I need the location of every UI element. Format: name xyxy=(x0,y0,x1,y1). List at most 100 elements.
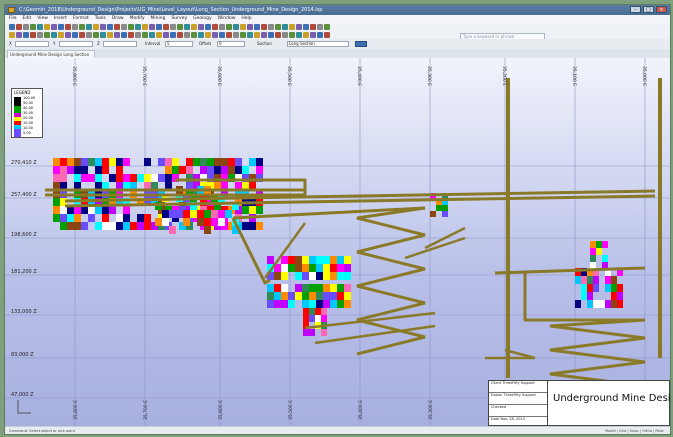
toolbar-tool-icon[interactable] xyxy=(65,24,71,30)
toolbar-tool-icon[interactable] xyxy=(303,24,309,30)
toolbar-tool-icon[interactable] xyxy=(107,24,113,30)
toolbar-tool-icon[interactable] xyxy=(233,24,239,30)
toolbar-tool-icon[interactable] xyxy=(198,24,204,30)
toolbar-tool-icon[interactable] xyxy=(121,24,127,30)
toolbar-tool-icon[interactable] xyxy=(296,24,302,30)
toolbar-tool-icon[interactable] xyxy=(107,32,113,38)
toolbar-tool-icon[interactable] xyxy=(240,32,246,38)
toolbar-tool-icon[interactable] xyxy=(163,24,169,30)
toolbar-tool-icon[interactable] xyxy=(121,32,127,38)
toolbar-tool-icon[interactable] xyxy=(310,24,316,30)
menu-item-mining[interactable]: Mining xyxy=(150,16,166,21)
toolbar-tool-icon[interactable] xyxy=(219,24,225,30)
toolbar-tool-icon[interactable] xyxy=(58,32,64,38)
toolbar-tool-icon[interactable] xyxy=(149,32,155,38)
toolbar-tool-icon[interactable] xyxy=(100,32,106,38)
toolbar-tool-icon[interactable] xyxy=(79,32,85,38)
toolbar-tool-icon[interactable] xyxy=(261,24,267,30)
toolbar-tool-icon[interactable] xyxy=(135,24,141,30)
toolbar-tool-icon[interactable] xyxy=(268,24,274,30)
toolbar-tool-icon[interactable] xyxy=(114,24,120,30)
offset-field[interactable]: 0 xyxy=(217,41,245,47)
close-button[interactable]: × xyxy=(656,6,667,13)
toolbar-tool-icon[interactable] xyxy=(9,24,15,30)
toolbar-tool-icon[interactable] xyxy=(170,32,176,38)
toolbar-tool-icon[interactable] xyxy=(282,24,288,30)
toolbar-tool-icon[interactable] xyxy=(317,32,323,38)
toolbar-tool-icon[interactable] xyxy=(177,32,183,38)
toolbar-tool-icon[interactable] xyxy=(44,24,50,30)
toolbar-tool-icon[interactable] xyxy=(156,24,162,30)
title-bar[interactable]: C:\Geomin_2018\Underground_Design\Projec… xyxy=(5,5,670,15)
z-field[interactable] xyxy=(103,41,137,47)
toolbar-tool-icon[interactable] xyxy=(149,24,155,30)
menu-item-view[interactable]: View xyxy=(37,16,48,21)
toolbar-tool-icon[interactable] xyxy=(51,32,57,38)
toolbar-tool-icon[interactable] xyxy=(30,24,36,30)
toolbar-tool-icon[interactable] xyxy=(37,24,43,30)
menu-item-format[interactable]: Format xyxy=(72,16,89,21)
toolbar-tool-icon[interactable] xyxy=(142,24,148,30)
x-field[interactable] xyxy=(15,41,49,47)
toolbar-tool-icon[interactable] xyxy=(16,24,22,30)
menu-item-modify[interactable]: Modify xyxy=(129,16,145,21)
toolbar-tool-icon[interactable] xyxy=(44,32,50,38)
toolbar-tool-icon[interactable] xyxy=(191,32,197,38)
toolbar-tool-icon[interactable] xyxy=(93,32,99,38)
tab-long-section[interactable]: Underground Mine Design Long Section xyxy=(7,50,95,58)
toolbar-tool-icon[interactable] xyxy=(191,24,197,30)
toolbar-tool-icon[interactable] xyxy=(65,32,71,38)
menu-item-edit[interactable]: Edit xyxy=(22,16,32,21)
toolbar-tool-icon[interactable] xyxy=(30,32,36,38)
toolbar-tool-icon[interactable] xyxy=(205,32,211,38)
toolbar-tool-icon[interactable] xyxy=(72,24,78,30)
toolbar-tool-icon[interactable] xyxy=(205,24,211,30)
interval-field[interactable]: 5 xyxy=(165,41,193,47)
toolbar-tool-icon[interactable] xyxy=(261,32,267,38)
minimize-button[interactable]: – xyxy=(630,6,641,13)
y-field[interactable] xyxy=(59,41,93,47)
toolbar-tool-icon[interactable] xyxy=(72,32,78,38)
toolbar-tool-icon[interactable] xyxy=(135,32,141,38)
toolbar-tool-icon[interactable] xyxy=(268,32,274,38)
toolbar-tool-icon[interactable] xyxy=(282,32,288,38)
toolbar-tool-icon[interactable] xyxy=(93,24,99,30)
menu-item-draw[interactable]: Draw xyxy=(111,16,124,21)
toolbar-tool-icon[interactable] xyxy=(198,32,204,38)
toolbar-tool-icon[interactable] xyxy=(100,24,106,30)
toolbar-tool-icon[interactable] xyxy=(156,32,162,38)
toolbar-tool-icon[interactable] xyxy=(303,32,309,38)
menu-item-file[interactable]: File xyxy=(9,16,17,21)
toolbar-tool-icon[interactable] xyxy=(23,24,29,30)
toolbar-tool-icon[interactable] xyxy=(177,24,183,30)
toolbar-tool-icon[interactable] xyxy=(324,32,330,38)
toolbar-tool-icon[interactable] xyxy=(240,24,246,30)
section-dropdown[interactable]: Long Section xyxy=(287,41,349,47)
toolbar-tool-icon[interactable] xyxy=(163,32,169,38)
toolbar-tool-icon[interactable] xyxy=(317,24,323,30)
toolbar-tool-icon[interactable] xyxy=(310,32,316,38)
menu-item-survey[interactable]: Survey xyxy=(171,16,188,21)
menu-item-help[interactable]: Help xyxy=(241,16,252,21)
toolbar-tool-icon[interactable] xyxy=(233,32,239,38)
toolbar-tool-icon[interactable] xyxy=(226,24,232,30)
toolbar-tool-icon[interactable] xyxy=(247,24,253,30)
toolbar-tool-icon[interactable] xyxy=(212,24,218,30)
apply-button[interactable] xyxy=(355,41,367,47)
toolbar-tool-icon[interactable] xyxy=(254,32,260,38)
drawing-viewport[interactable]: 270,410 Z 257,400 Z 198,600 Z 181,200 Z 133,… xyxy=(5,58,670,426)
long-section-drawing[interactable]: 270,410 Z 257,400 Z 198,600 Z 181,200 Z 133,… xyxy=(5,58,670,426)
toolbar-tool-icon[interactable] xyxy=(170,24,176,30)
toolbar-tool-icon[interactable] xyxy=(23,32,29,38)
toolbar-tool-icon[interactable] xyxy=(37,32,43,38)
toolbar-tool-icon[interactable] xyxy=(51,24,57,30)
toolbar-tool-icon[interactable] xyxy=(184,32,190,38)
toolbar-tool-icon[interactable] xyxy=(226,32,232,38)
toolbar-tool-icon[interactable] xyxy=(219,32,225,38)
maximize-button[interactable]: □ xyxy=(643,6,654,13)
toolbar-tool-icon[interactable] xyxy=(128,24,134,30)
toolbar-tool-icon[interactable] xyxy=(16,32,22,38)
toolbar-tool-icon[interactable] xyxy=(289,24,295,30)
toolbar-tool-icon[interactable] xyxy=(296,32,302,38)
toolbar-tool-icon[interactable] xyxy=(114,32,120,38)
